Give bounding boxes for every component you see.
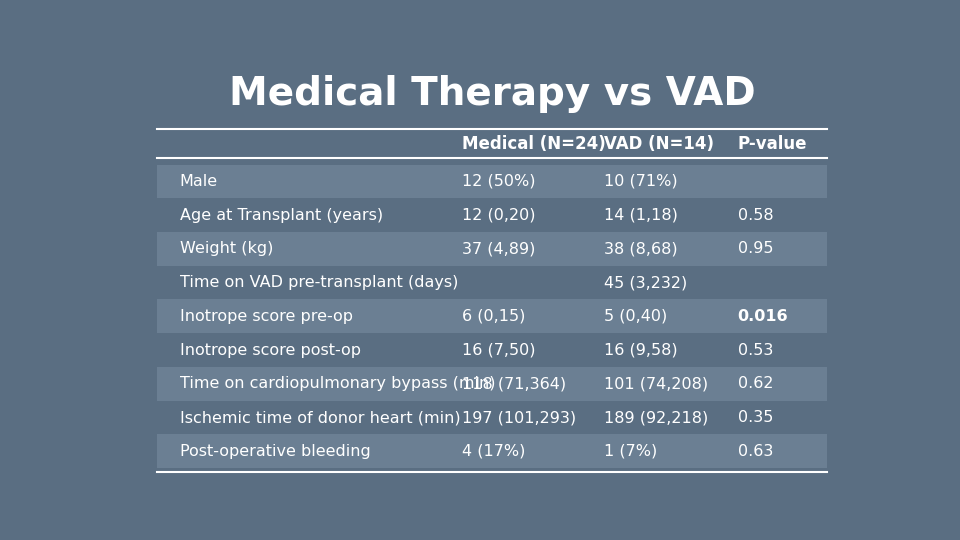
- Text: 197 (101,293): 197 (101,293): [463, 410, 576, 425]
- Text: 0.58: 0.58: [737, 208, 773, 222]
- FancyBboxPatch shape: [157, 367, 827, 401]
- Text: 16 (9,58): 16 (9,58): [604, 342, 677, 357]
- Text: 0.63: 0.63: [737, 444, 773, 459]
- Text: 12 (50%): 12 (50%): [463, 174, 536, 189]
- Text: 0.62: 0.62: [737, 376, 773, 392]
- Text: 45 (3,232): 45 (3,232): [604, 275, 686, 290]
- Text: 6 (0,15): 6 (0,15): [463, 309, 526, 324]
- Text: Age at Transplant (years): Age at Transplant (years): [180, 208, 383, 222]
- FancyBboxPatch shape: [157, 434, 827, 468]
- Text: VAD (N=14): VAD (N=14): [604, 135, 713, 153]
- Text: 10 (71%): 10 (71%): [604, 174, 677, 189]
- Text: Time on cardiopulmonary bypass (min): Time on cardiopulmonary bypass (min): [180, 376, 495, 392]
- Text: Post-operative bleeding: Post-operative bleeding: [180, 444, 371, 459]
- Text: Ischemic time of donor heart (min): Ischemic time of donor heart (min): [180, 410, 460, 425]
- Text: 5 (0,40): 5 (0,40): [604, 309, 667, 324]
- Text: 0.95: 0.95: [737, 241, 773, 256]
- Text: 0.53: 0.53: [737, 342, 773, 357]
- Text: 189 (92,218): 189 (92,218): [604, 410, 708, 425]
- FancyBboxPatch shape: [157, 165, 827, 198]
- Text: 0.016: 0.016: [737, 309, 788, 324]
- Text: 118 (71,364): 118 (71,364): [463, 376, 566, 392]
- Text: 37 (4,89): 37 (4,89): [463, 241, 536, 256]
- FancyBboxPatch shape: [157, 232, 827, 266]
- Text: Time on VAD pre-transplant (days): Time on VAD pre-transplant (days): [180, 275, 458, 290]
- Text: P-value: P-value: [737, 135, 807, 153]
- Text: 38 (8,68): 38 (8,68): [604, 241, 677, 256]
- Text: Weight (kg): Weight (kg): [180, 241, 273, 256]
- Text: Male: Male: [180, 174, 218, 189]
- Text: Medical Therapy vs VAD: Medical Therapy vs VAD: [228, 75, 756, 113]
- Text: 14 (1,18): 14 (1,18): [604, 208, 678, 222]
- Text: Medical (N=24): Medical (N=24): [463, 135, 606, 153]
- Text: Inotrope score pre-op: Inotrope score pre-op: [180, 309, 352, 324]
- Text: 0.35: 0.35: [737, 410, 773, 425]
- Text: Inotrope score post-op: Inotrope score post-op: [180, 342, 361, 357]
- Text: 12 (0,20): 12 (0,20): [463, 208, 536, 222]
- Text: 4 (17%): 4 (17%): [463, 444, 526, 459]
- Text: 1 (7%): 1 (7%): [604, 444, 657, 459]
- Text: 16 (7,50): 16 (7,50): [463, 342, 536, 357]
- FancyBboxPatch shape: [157, 300, 827, 333]
- Text: 101 (74,208): 101 (74,208): [604, 376, 708, 392]
